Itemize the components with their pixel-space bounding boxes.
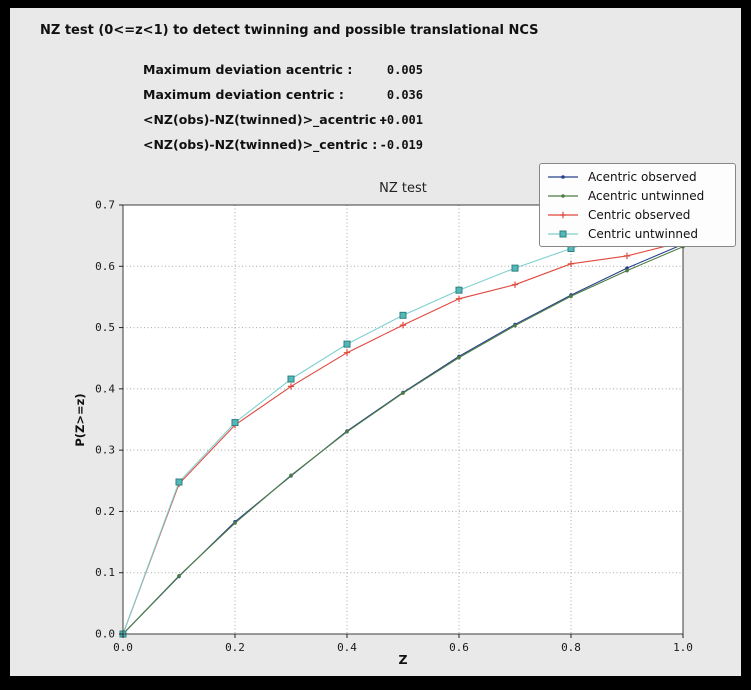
stat-label: <NZ(obs)-NZ(twinned)>_acentric :	[143, 112, 386, 127]
data-point	[559, 230, 567, 237]
stat-value: -0.019	[379, 137, 423, 152]
legend-label: Acentric observed	[588, 169, 697, 184]
data-point	[513, 323, 517, 328]
data-point	[345, 429, 349, 434]
data-point	[287, 383, 295, 390]
chart-legend: Acentric observed Acentric untwinned Centr…	[539, 163, 736, 247]
y-tick-label: 0.6	[95, 260, 115, 273]
legend-label: Centric observed	[588, 207, 691, 222]
legend-item: Acentric untwinned	[546, 186, 729, 205]
y-tick-label: 0.7	[95, 199, 115, 212]
data-point	[455, 286, 463, 294]
legend-label: Centric untwinned	[588, 226, 699, 241]
y-tick-label: 0.0	[95, 628, 115, 641]
y-tick-label: 0.5	[95, 321, 115, 334]
data-point	[623, 252, 631, 260]
data-point	[399, 311, 407, 319]
data-point	[177, 573, 181, 578]
legend-sample	[548, 230, 578, 237]
data-point	[343, 340, 351, 348]
stat-label: Maximum deviation centric :	[143, 87, 344, 102]
data-point	[567, 260, 575, 268]
x-tick-label: 0.4	[337, 641, 357, 654]
x-tick-label: 0.2	[225, 641, 245, 654]
stat-value: +0.001	[379, 112, 423, 127]
data-point	[401, 391, 405, 395]
legend-item: Centric untwinned	[546, 224, 729, 243]
data-point	[561, 193, 565, 198]
stats-block: Maximum deviation acentric : 0.005 Maxim…	[143, 57, 423, 157]
stat-row: <NZ(obs)-NZ(twinned)>_acentric : +0.001	[143, 107, 423, 132]
data-point	[625, 268, 629, 273]
data-point	[175, 478, 183, 486]
stat-label: Maximum deviation acentric :	[143, 62, 353, 77]
data-point	[455, 295, 463, 302]
plot-border	[122, 204, 684, 635]
stat-row: Maximum deviation centric : 0.036	[143, 82, 423, 107]
y-axis-label: P(Z>=z)	[73, 393, 87, 447]
data-point	[511, 264, 519, 272]
data-point	[287, 375, 295, 383]
legend-item: Centric observed	[546, 205, 729, 224]
plot-area	[123, 205, 683, 634]
data-point	[561, 174, 565, 179]
y-tick-label: 0.2	[95, 505, 115, 518]
stat-label: <NZ(obs)-NZ(twinned)>_centric :	[143, 137, 378, 152]
stat-value: 0.036	[386, 87, 423, 102]
y-tick-label: 0.4	[95, 382, 115, 395]
data-point	[233, 521, 237, 525]
x-tick-label: 0.8	[561, 641, 581, 654]
data-point	[399, 321, 407, 329]
data-point	[231, 419, 239, 427]
page-title: NZ test (0<=z<1) to detect twinning and …	[40, 23, 539, 38]
data-point	[559, 211, 567, 218]
stat-row: <NZ(obs)-NZ(twinned)>_centric : -0.019	[143, 132, 423, 157]
legend-sample	[548, 211, 578, 218]
x-tick-label: 0.0	[113, 641, 133, 654]
x-tick-label: 0.6	[449, 641, 469, 654]
y-tick-label: 0.3	[95, 444, 115, 457]
legend-label: Acentric untwinned	[588, 188, 705, 203]
y-tick-label: 0.1	[95, 566, 115, 579]
data-point	[343, 349, 351, 356]
data-point	[457, 355, 461, 360]
data-point	[511, 281, 519, 288]
x-tick-label: 1.0	[673, 641, 693, 654]
stat-row: Maximum deviation acentric : 0.005	[143, 57, 423, 82]
legend-sample	[548, 193, 578, 198]
data-point	[289, 473, 293, 478]
data-point	[569, 294, 573, 299]
legend-sample	[548, 174, 578, 179]
chart-title: NZ test	[379, 181, 427, 196]
stat-value: 0.005	[386, 62, 423, 77]
legend-item: Acentric observed	[546, 167, 729, 186]
x-axis-label: Z	[398, 652, 408, 667]
